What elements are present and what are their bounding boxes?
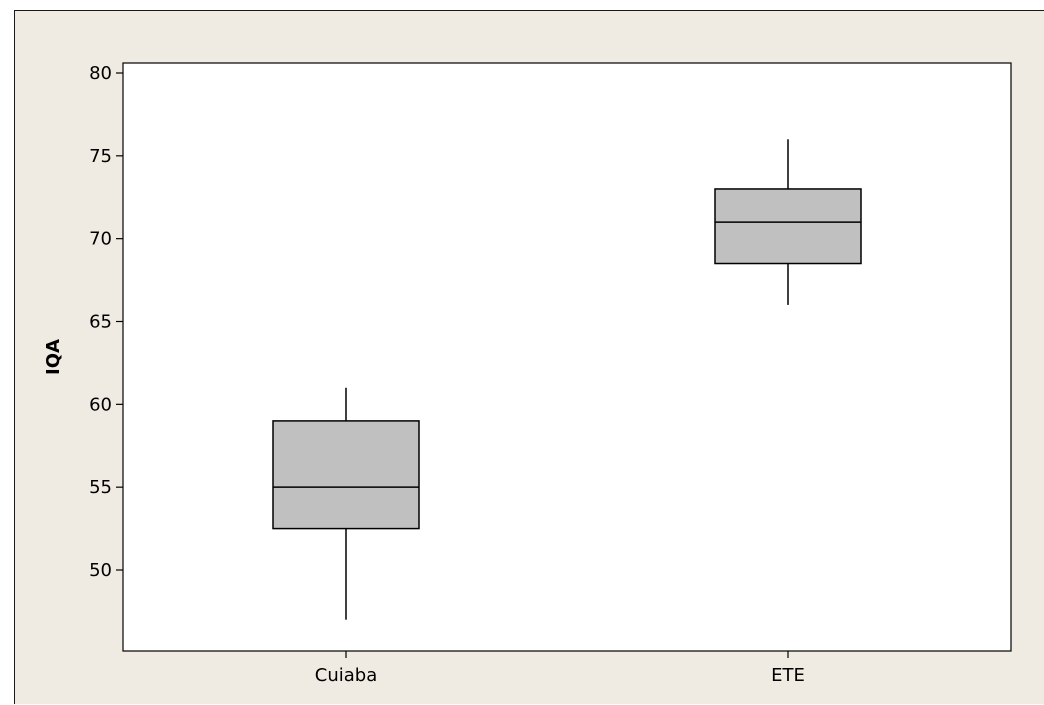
y-tick-label-65: 65 — [89, 312, 112, 333]
y-tick-label-75: 75 — [89, 146, 112, 167]
boxplot-chart: 50 55 60 65 70 75 80 IQA Cuiaba ETE — [43, 62, 1012, 686]
y-tick-label-55: 55 — [89, 477, 112, 498]
figure-frame: 50 55 60 65 70 75 80 IQA Cuiaba ETE — [14, 10, 1044, 704]
x-tick-label-ete: ETE — [771, 665, 805, 686]
y-tick-label-60: 60 — [89, 394, 112, 415]
y-tick-label-50: 50 — [89, 560, 112, 581]
y-tick-label-70: 70 — [89, 229, 112, 250]
box-cuiaba — [272, 420, 420, 530]
box-ete — [714, 188, 862, 265]
plot-area — [122, 62, 1012, 652]
y-axis-title: IQA — [43, 339, 64, 375]
y-tick-label-80: 80 — [89, 63, 112, 84]
x-tick-label-cuiaba: Cuiaba — [315, 665, 377, 686]
